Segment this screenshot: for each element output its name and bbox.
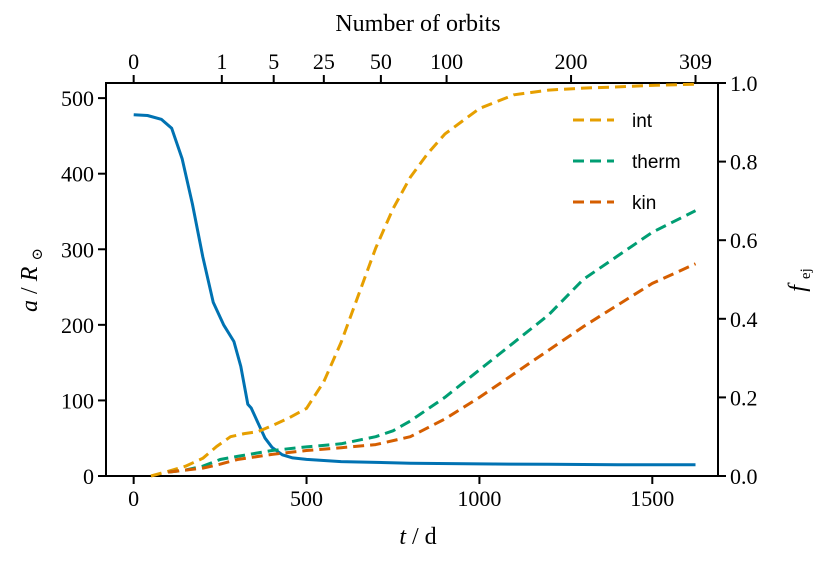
- top-tick-label: 200: [555, 49, 588, 74]
- y-right-tick-label: 0.6: [730, 228, 758, 253]
- top-tick-label: 5: [268, 49, 279, 74]
- y-left-tick-label: 300: [61, 237, 94, 262]
- series-line-therm: [168, 209, 697, 474]
- y-right-axis-sub: ej: [798, 268, 814, 279]
- x-tick-label: 0: [128, 486, 139, 511]
- y-right-tick-label: 0.0: [730, 464, 758, 489]
- x-axis-var: t: [399, 524, 407, 550]
- legend-label-int: int: [632, 111, 653, 132]
- y-left-axis-ticks: 0 100 200 300 400 500: [61, 86, 106, 489]
- y-left-axis-title: a / R ⊙: [17, 248, 46, 312]
- y-right-tick-label: 0.8: [730, 150, 758, 175]
- x-tick-label: 1500: [630, 486, 674, 511]
- x-axis-ticks: 0 500 1000 1500: [128, 476, 674, 511]
- top-axis-title: Number of orbits: [335, 11, 500, 37]
- y-left-tick-label: 100: [61, 388, 94, 413]
- series-line-int: [150, 82, 696, 478]
- y-right-axis-ticks: 0.0 0.2 0.4 0.6 0.8 1.0: [718, 71, 758, 489]
- top-tick-label: 309: [679, 49, 712, 74]
- top-tick-label: 50: [370, 49, 392, 74]
- y-right-axis-title: f ej: [785, 268, 814, 292]
- y-left-axis-var: a: [17, 300, 43, 312]
- y-left-tick-label: 200: [61, 313, 94, 338]
- series-line-kin: [168, 262, 697, 474]
- x-tick-label: 1000: [457, 486, 501, 511]
- y-right-tick-label: 0.4: [730, 307, 758, 332]
- y-right-tick-label: 0.2: [730, 385, 758, 410]
- legend-label-kin: kin: [632, 193, 656, 214]
- top-tick-label: 0: [128, 49, 139, 74]
- y-right-axis-var: f: [785, 282, 811, 292]
- x-tick-label: 500: [290, 486, 323, 511]
- x-axis-title: t / d: [399, 524, 436, 550]
- top-tick-label: 25: [313, 49, 335, 74]
- y-right-tick-label: 1.0: [730, 71, 758, 96]
- y-left-tick-label: 400: [61, 162, 94, 187]
- y-left-tick-label: 0: [83, 464, 94, 489]
- y-left-tick-label: 500: [61, 86, 94, 111]
- series-lines: [133, 82, 697, 478]
- x-axis-unit: d: [425, 524, 437, 550]
- top-tick-label: 1: [216, 49, 227, 74]
- y-left-axis-unit: R: [17, 266, 43, 282]
- top-axis-ticks: 0 1 5 25 50 100 200 309: [128, 49, 712, 83]
- top-tick-label: 100: [430, 49, 463, 74]
- legend-label-therm: therm: [632, 152, 681, 173]
- y-left-axis-unit-sub: ⊙: [30, 248, 46, 261]
- series-line-separation: [133, 113, 696, 467]
- plot-frame: [105, 82, 719, 477]
- legend: int therm kin: [573, 111, 681, 214]
